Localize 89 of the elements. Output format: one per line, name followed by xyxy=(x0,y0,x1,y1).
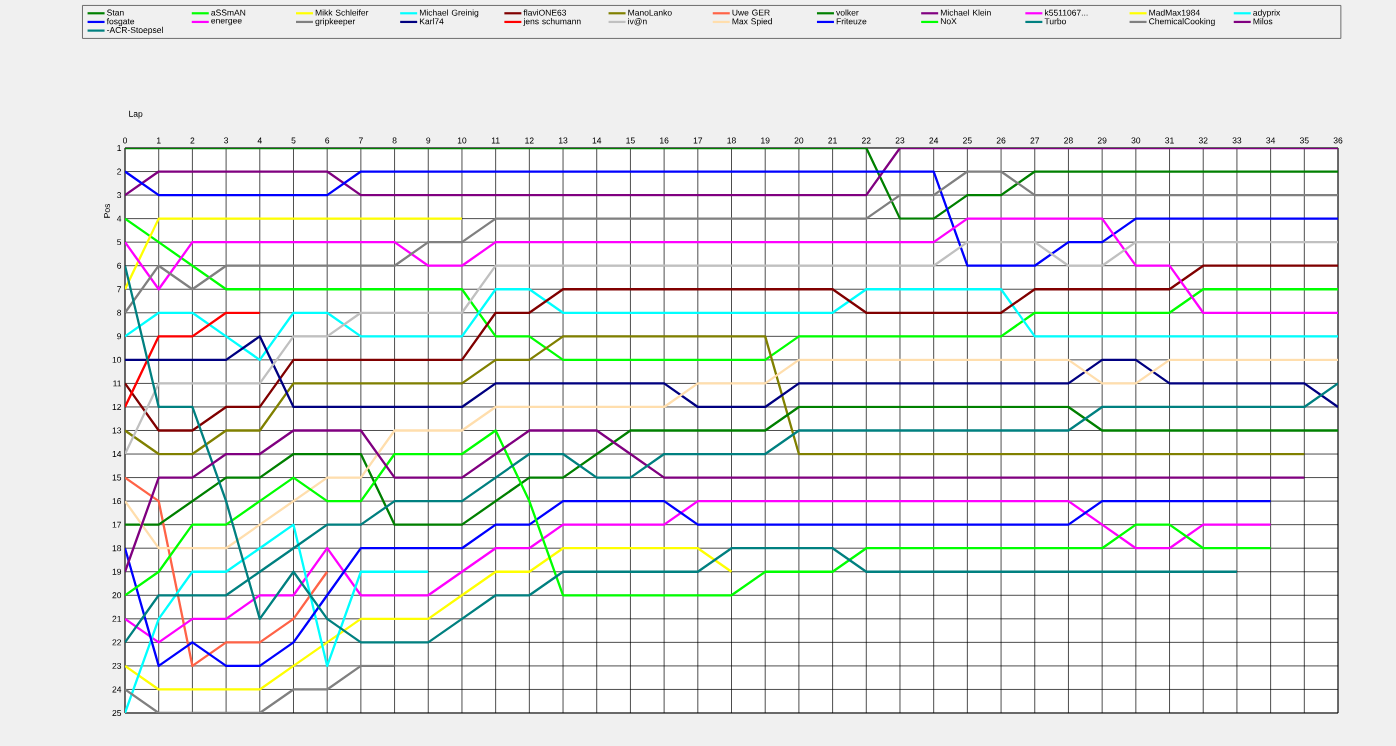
legend-label: Uwe GER xyxy=(732,9,770,16)
legend-label: fosgate xyxy=(106,18,135,27)
x-tick-label: 33 xyxy=(1232,137,1242,144)
y-tick-label: 13 xyxy=(112,427,122,434)
x-tick-label: 3 xyxy=(224,137,229,144)
x-tick-label: 21 xyxy=(828,137,837,144)
legend-label: MadMax1984 xyxy=(1149,9,1200,16)
y-tick-label: 21 xyxy=(112,615,122,622)
legend-label: gripkeeper xyxy=(315,18,356,27)
y-tick-label: 16 xyxy=(112,498,122,505)
x-tick-label: 15 xyxy=(626,137,635,144)
x-tick-label: 1 xyxy=(156,137,161,144)
y-tick-label: 25 xyxy=(112,709,122,716)
x-tick-label: 27 xyxy=(1030,137,1040,144)
x-tick-label: 0 xyxy=(122,137,128,144)
legend-label: Friteuze xyxy=(836,18,867,25)
x-tick-label: 14 xyxy=(592,137,602,144)
y-tick-label: 17 xyxy=(112,521,122,528)
x-tick-label: 6 xyxy=(325,137,330,144)
legend-label: Stan xyxy=(107,9,124,16)
y-tick-label: 11 xyxy=(113,380,122,387)
x-tick-label: 20 xyxy=(794,137,804,144)
y-tick-label: 12 xyxy=(112,403,122,410)
y-tick-label: 10 xyxy=(112,356,122,363)
x-tick-label: 2 xyxy=(190,137,195,144)
legend-label: -ACR-Stoepsel xyxy=(107,26,163,35)
x-tick-label: 24 xyxy=(929,137,939,144)
x-tick-label: 16 xyxy=(660,137,669,144)
legend-label: Mikk Schleifer xyxy=(315,9,369,16)
x-tick-label: 11 xyxy=(491,137,500,144)
legend-label: Michael Klein xyxy=(940,9,991,16)
legend-label: NoX xyxy=(940,18,957,25)
y-tick-label: 6 xyxy=(117,262,122,269)
y-tick-label: 18 xyxy=(112,545,122,552)
x-tick-label: 12 xyxy=(525,137,534,144)
legend-label: volker xyxy=(836,9,859,16)
x-tick-label: 4 xyxy=(257,137,262,144)
y-tick-label: 4 xyxy=(116,215,122,222)
x-tick-label: 7 xyxy=(358,137,363,144)
legend-label: Michael Greinig xyxy=(419,9,479,18)
x-tick-label: 17 xyxy=(693,137,703,144)
x-tick-label: 19 xyxy=(761,137,770,144)
x-tick-label: 26 xyxy=(996,137,1006,144)
x-tick-label: 22 xyxy=(861,137,871,144)
y-tick-label: 20 xyxy=(112,592,122,599)
y-tick-label: 7 xyxy=(117,286,122,293)
y-tick-label: 22 xyxy=(112,639,122,646)
x-tick-label: 18 xyxy=(727,137,736,144)
legend-label: ChemicalCooking xyxy=(1149,18,1215,27)
legend-label: Milos xyxy=(1253,18,1273,25)
legend-label: iv@n xyxy=(628,18,647,26)
legend-label: adyprix xyxy=(1253,9,1281,18)
x-tick-label: 30 xyxy=(1131,137,1141,144)
y-tick-label: 14 xyxy=(112,451,122,457)
x-tick-label: 28 xyxy=(1064,137,1073,144)
x-tick-label: 10 xyxy=(457,137,467,144)
legend-label: Karl74 xyxy=(419,18,444,25)
y-tick-label: 23 xyxy=(112,662,122,669)
x-tick-label: 13 xyxy=(558,137,568,144)
x-tick-label: 32 xyxy=(1198,137,1208,144)
x-tick-label: 23 xyxy=(895,137,905,144)
legend-label: Turbo xyxy=(1044,18,1066,25)
y-tick-label: 24 xyxy=(112,686,122,693)
legend-label: Max Spied xyxy=(732,18,772,27)
x-tick-label: 5 xyxy=(291,137,296,144)
legend-label: k5511067... xyxy=(1045,9,1088,16)
y-tick-label: 9 xyxy=(117,333,122,340)
legend-label: jens schumann xyxy=(523,18,581,27)
x-tick-label: 25 xyxy=(963,137,972,144)
y-tick-label: 3 xyxy=(117,192,122,199)
x-tick-label: 36 xyxy=(1333,137,1343,144)
legend-label: aSSmAN xyxy=(211,9,246,16)
x-tick-label: 31 xyxy=(1165,137,1174,144)
y-tick-label: 8 xyxy=(117,309,122,316)
legend-label: ManoLanko xyxy=(628,9,672,16)
y-tick-label: 19 xyxy=(112,568,122,575)
legend-label: flaviONE63 xyxy=(523,9,567,16)
y-tick-label: 2 xyxy=(117,168,122,175)
legend-label: energee xyxy=(211,18,242,26)
x-tick-label: 9 xyxy=(426,137,431,144)
x-tick-label: 8 xyxy=(392,137,397,144)
x-tick-label: 34 xyxy=(1266,137,1276,144)
y-tick-label: 15 xyxy=(112,474,122,481)
x-tick-label: 35 xyxy=(1299,137,1309,144)
x-tick-label: 29 xyxy=(1097,137,1107,144)
y-axis-title: Pos xyxy=(104,203,110,218)
y-tick-label: 1 xyxy=(117,145,122,151)
x-axis-title: Lap xyxy=(129,110,143,119)
y-tick-label: 5 xyxy=(117,239,122,246)
